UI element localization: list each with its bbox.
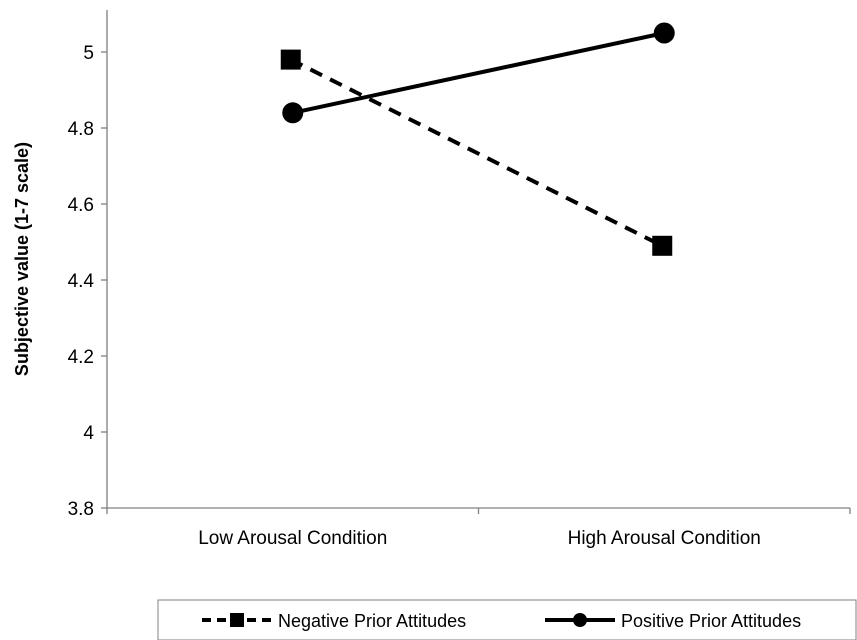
data-point-negative [652,235,673,256]
legend-negative-marker [230,613,244,627]
data-point-positive [282,102,304,124]
y-tick-label: 4.4 [68,271,95,292]
y-tick-label: 4 [83,423,94,444]
legend-box [157,599,857,640]
x-category-label: High Arousal Condition [568,528,761,549]
y-tick-label: 4.6 [68,195,94,216]
y-axis-ticks: 3.8 4 4.2 4.4 4.6 4.8 5 [68,43,107,520]
legend-negative-label: Negative Prior Attitudes [278,611,466,631]
legend-positive-marker [573,613,587,627]
series-layer [280,22,675,256]
y-tick-label: 5 [83,43,94,64]
x-category-label: Low Arousal Condition [198,528,387,549]
y-tick-label: 4.2 [68,347,94,368]
legend-item-negative: Negative Prior Attitudes [202,611,466,631]
series-line-negative [289,57,664,248]
data-point-positive [653,22,675,44]
x-axis-ticks: Low Arousal Condition High Arousal Condit… [106,508,851,549]
y-tick-label: 4.8 [68,119,94,140]
series-line-positive [292,31,665,115]
legend-positive-label: Positive Prior Attitudes [621,611,801,631]
data-point-negative [280,49,301,70]
y-axis-title: Subjective value (1-7 scale) [12,142,32,376]
legend-item-positive: Positive Prior Attitudes [545,611,801,631]
y-tick-label: 3.8 [68,499,94,520]
